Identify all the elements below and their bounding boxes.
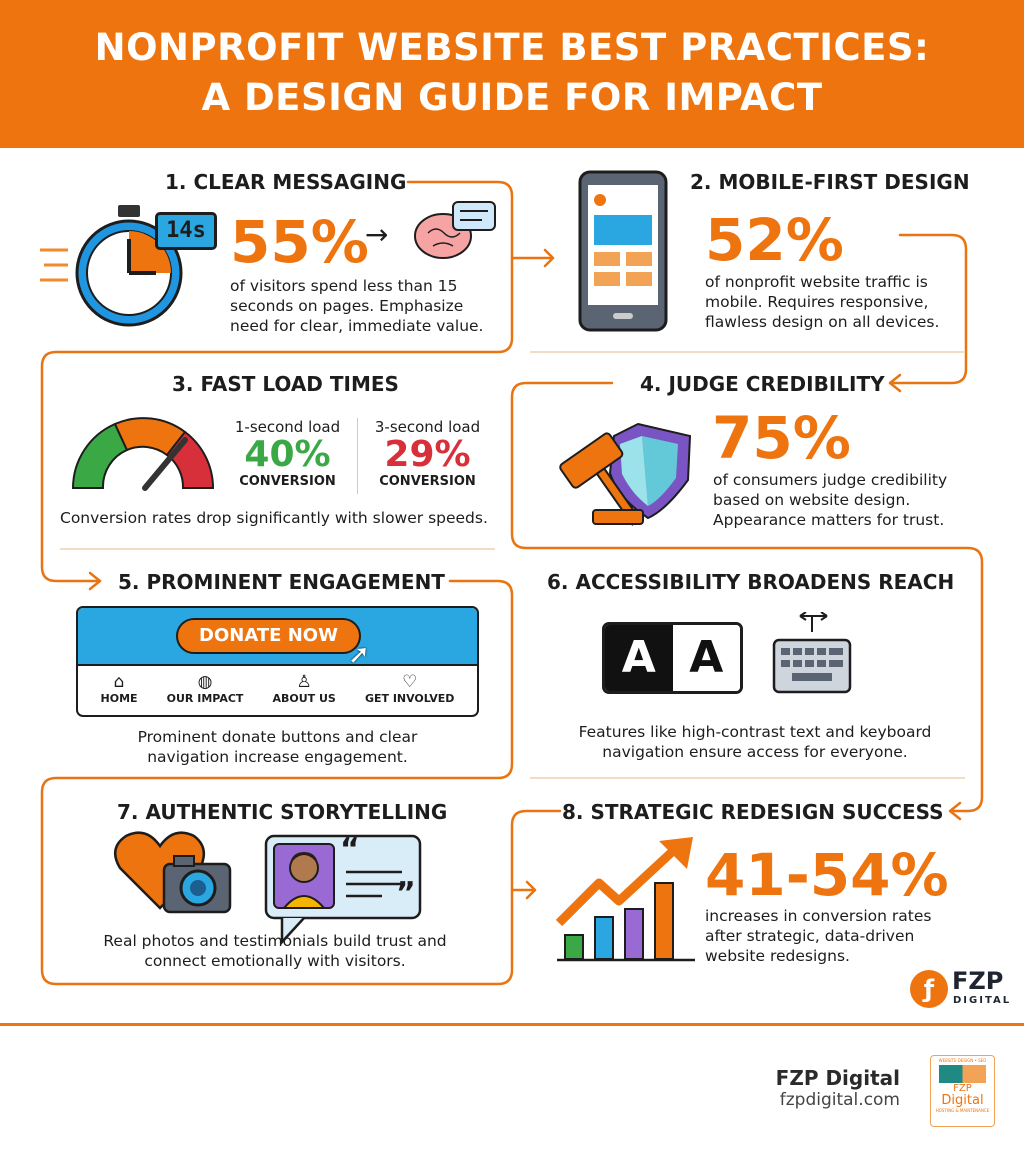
speedometer-icon <box>71 417 215 491</box>
s3-slow-value: 29% <box>384 434 471 475</box>
s4-stat: 75% <box>712 404 851 472</box>
s1-stat: 55% <box>230 208 369 276</box>
footer-divider <box>0 1023 1024 1026</box>
divider <box>530 351 965 353</box>
s3-stat-slow: 3-second load 29% CONVERSION <box>365 418 490 489</box>
footer-badge: WEBSITE DESIGN • SEO FZP Digital HOSTING… <box>930 1055 995 1127</box>
divider <box>357 418 358 494</box>
nav-about-us[interactable]: ♙ ABOUT US <box>272 672 336 705</box>
s6-title: 6. ACCESSIBILITY BROADENS REACH <box>547 570 955 594</box>
footer-url[interactable]: fzpdigital.com <box>779 1090 900 1110</box>
s4-title: 4. JUDGE CREDIBILITY <box>640 372 885 396</box>
connector-s5 <box>40 579 562 986</box>
testimonial-icon <box>264 834 422 946</box>
nav-our-impact[interactable]: ◍ OUR IMPACT <box>166 672 244 705</box>
quote-open: “ <box>340 832 360 867</box>
footer-company: FZP Digital <box>775 1066 900 1090</box>
timer-readout: 14s <box>155 212 217 250</box>
gavel-shield-icon <box>559 422 692 526</box>
s8-title: 8. STRATEGIC REDESIGN SUCCESS <box>562 800 944 824</box>
growth-chart-icon <box>555 837 695 962</box>
s4-text: of consumers judge credibility based on … <box>713 471 948 529</box>
s3-slow-label: 3-second load <box>374 418 481 436</box>
s3-title: 3. FAST LOAD TIMES <box>172 372 399 396</box>
s8-stat: 41-54% <box>705 841 949 909</box>
globe-icon: ◍ <box>197 672 213 692</box>
connector-s1 <box>40 180 514 583</box>
header-title-line2: A DESIGN GUIDE FOR IMPACT <box>201 76 823 119</box>
s8-text: increases in conversion rates after stra… <box>705 907 932 965</box>
s1-text: of visitors spend less than 15 seconds o… <box>230 277 484 335</box>
s2-title: 2. MOBILE-FIRST DESIGN <box>690 170 970 194</box>
connector-s2 <box>888 233 968 393</box>
arrow-s5 <box>88 571 102 591</box>
keyboard-icon <box>772 612 852 694</box>
user-icon: ♙ <box>296 672 312 692</box>
s7-title: 7. AUTHENTIC STORYTELLING <box>117 800 448 824</box>
cursor-icon: ➚ <box>348 640 370 670</box>
smartphone-icon <box>578 170 668 332</box>
s3-caption: Conversion rates drop significantly with… <box>60 509 488 527</box>
quote-close: ” <box>396 876 416 911</box>
s6-caption: Features like high-contrast text and key… <box>578 723 932 761</box>
divider <box>530 777 965 779</box>
connector-lines <box>40 180 984 986</box>
nav-get-involved[interactable]: ♡ GET INVOLVED <box>364 672 455 705</box>
s3-fast-value: 40% <box>244 434 331 475</box>
home-icon: ⌂ <box>113 672 125 692</box>
arrow-right-icon: → <box>365 218 389 251</box>
s3-fast-sub: CONVERSION <box>239 474 336 489</box>
nav-home[interactable]: ⌂ HOME <box>100 672 138 705</box>
s2-text: of nonprofit website traffic is mobile. … <box>705 273 940 331</box>
brain-speech-icon <box>414 201 496 259</box>
connector-s1-s2 <box>510 248 555 268</box>
arrow-s7-s8 <box>510 880 537 900</box>
divider <box>60 548 495 550</box>
s5-caption: Prominent donate buttons and clear navig… <box>137 728 418 766</box>
s7-caption: Real photos and testimonials build trust… <box>103 932 447 970</box>
logo-name: FZP <box>952 967 1004 995</box>
s3-stat-fast: 1-second load 40% CONVERSION <box>225 418 350 489</box>
s3-slow-sub: CONVERSION <box>379 474 476 489</box>
donate-now-button[interactable]: DONATE NOW <box>176 618 361 654</box>
s5-title: 5. PROMINENT ENGAGEMENT <box>118 570 445 594</box>
header-title-line1: NONPROFIT WEBSITE BEST PRACTICES: <box>94 26 930 69</box>
s1-title: 1. CLEAR MESSAGING <box>165 170 407 194</box>
connector-s4 <box>510 381 984 821</box>
contrast-text-icon: A A <box>602 622 743 694</box>
mockup-hero: DONATE NOW ➚ <box>78 608 477 670</box>
fzp-logo-icon: ƒ <box>910 970 948 1008</box>
heart-icon: ♡ <box>402 672 418 692</box>
logo-sub: DIGITAL <box>953 995 1012 1006</box>
header-banner: NONPROFIT WEBSITE BEST PRACTICES: A DESI… <box>0 0 1024 148</box>
s3-fast-label: 1-second load <box>234 418 341 436</box>
s2-stat: 52% <box>705 206 844 274</box>
website-mockup: DONATE NOW ➚ ⌂ HOME ◍ OUR IMPACT ♙ ABOUT US… <box>76 606 479 717</box>
badge-graphic <box>939 1065 986 1083</box>
mockup-nav: ⌂ HOME ◍ OUR IMPACT ♙ ABOUT US ♡ GET INVOLVE… <box>78 666 477 705</box>
heart-camera-icon <box>113 831 232 914</box>
